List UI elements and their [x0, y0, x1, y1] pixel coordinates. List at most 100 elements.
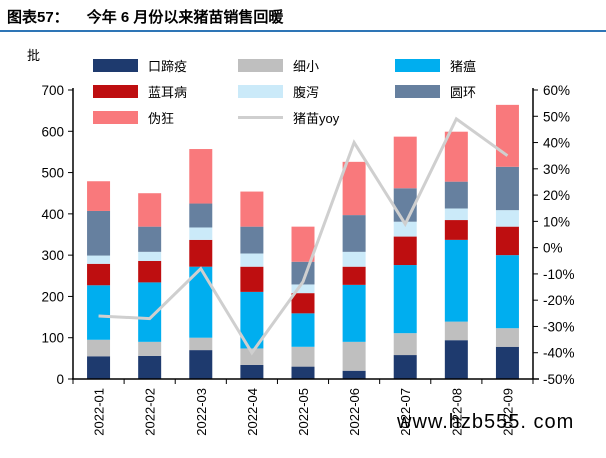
- bar-segment-圆环: [342, 215, 366, 252]
- legend-color-swatch: [93, 110, 138, 124]
- bar-segment-腹泻: [87, 255, 111, 264]
- bar-segment-圆环: [240, 226, 264, 254]
- legend-line-sample: [238, 115, 283, 119]
- yoy-line: [98, 116, 509, 356]
- bar-segment-腹泻: [291, 284, 315, 294]
- bar-segment-细小: [291, 346, 315, 367]
- bar-segment-口蹄疫: [495, 346, 519, 379]
- chart-legend: 口蹄疫 细小 猪瘟蓝耳病 腹泻 圆环伪狂 猪苗yoy: [93, 58, 565, 126]
- bar-segment-口蹄疫: [189, 350, 213, 379]
- right-axis-tick-label: 30%: [543, 162, 570, 177]
- bar-segment-猪瘟: [138, 282, 162, 342]
- bar-segment-腹泻: [444, 208, 468, 221]
- legend-item: 腹泻: [238, 84, 395, 100]
- bar-segment-猪瘟: [291, 313, 315, 347]
- right-axis-tick-label: -40%: [543, 346, 575, 361]
- legend-label: 口蹄疫: [148, 58, 188, 74]
- bar-segment-伪狂: [495, 104, 519, 167]
- right-axis-tick-label: -50%: [543, 372, 575, 387]
- bar-segment-腹泻: [138, 251, 162, 261]
- bar-segment-口蹄疫: [393, 355, 417, 379]
- left-axis-tick-label: 500: [41, 166, 64, 181]
- left-axis-tick-label: 400: [41, 207, 64, 222]
- bar-segment-腹泻: [495, 210, 519, 227]
- legend-label: 细小: [293, 58, 320, 74]
- bar-segment-猪瘟: [342, 284, 366, 342]
- legend-item: 圆环: [395, 84, 565, 100]
- legend-item: 口蹄疫: [93, 58, 238, 74]
- bar-segment-口蹄疫: [240, 364, 264, 379]
- x-axis-label: 2022-06: [347, 388, 362, 436]
- x-axis-label: 2022-02: [143, 388, 158, 436]
- legend-item: 细小: [238, 58, 395, 74]
- figure-header: 图表57： 今年 6 月份以来猪苗销售回暖: [7, 6, 283, 27]
- legend-label: 腹泻: [293, 84, 320, 100]
- bar-segment-口蹄疫: [342, 370, 366, 379]
- bar-segment-伪狂: [87, 181, 111, 211]
- x-axis-label: 2022-09: [500, 388, 515, 436]
- bar-segment-蓝耳病: [138, 260, 162, 283]
- legend-item: 蓝耳病: [93, 84, 238, 100]
- bar-segment-猪瘟: [87, 285, 111, 340]
- bar-segment-腹泻: [342, 251, 366, 267]
- right-axis-tick-label: -10%: [543, 267, 575, 282]
- bar-segment-伪狂: [393, 136, 417, 189]
- bar-segment-蓝耳病: [342, 266, 366, 285]
- bar-segment-伪狂: [138, 193, 162, 227]
- x-axis-label: 2022-07: [398, 388, 413, 436]
- bar-segment-伪狂: [240, 191, 264, 227]
- bar-segment-蓝耳病: [495, 226, 519, 256]
- bar-segment-细小: [138, 341, 162, 356]
- right-axis-tick-label: -20%: [543, 293, 575, 308]
- bar-segment-圆环: [87, 210, 111, 256]
- right-axis-tick-label: 60%: [543, 83, 570, 98]
- bar-segment-猪瘟: [444, 239, 468, 322]
- left-axis-tick-label: 600: [41, 124, 64, 139]
- bar-segment-圆环: [444, 181, 468, 209]
- bar-segment-细小: [342, 341, 366, 371]
- legend-label: 伪狂: [148, 110, 175, 126]
- left-axis-tick-label: 0: [56, 372, 64, 387]
- legend-label: 猪瘟: [450, 58, 477, 74]
- legend-color-swatch: [395, 84, 440, 98]
- legend-item: 伪狂: [93, 110, 238, 126]
- bar-segment-蓝耳病: [87, 263, 111, 286]
- bar-segment-口蹄疫: [87, 356, 111, 379]
- legend-item: 猪瘟: [395, 58, 565, 74]
- bar-segment-蓝耳病: [291, 293, 315, 314]
- bar-segment-蓝耳病: [393, 236, 417, 266]
- figure-number: 图表57：: [7, 9, 69, 26]
- bar-segment-蓝耳病: [240, 266, 264, 292]
- bar-segment-伪狂: [291, 226, 315, 262]
- bar-segment-细小: [87, 339, 111, 357]
- legend-label: 蓝耳病: [148, 84, 188, 100]
- right-axis-tick-label: 10%: [543, 214, 570, 229]
- legend-color-swatch: [93, 84, 138, 98]
- bar-segment-细小: [393, 333, 417, 356]
- bar-segment-腹泻: [189, 227, 213, 240]
- left-axis-tick-label: 300: [41, 248, 64, 263]
- legend-color-swatch: [93, 58, 138, 72]
- bar-segment-口蹄疫: [291, 366, 315, 379]
- legend-color-swatch: [395, 58, 440, 72]
- bar-segment-细小: [189, 337, 213, 351]
- bar-segment-猪瘟: [240, 291, 264, 349]
- legend-label: 圆环: [450, 84, 477, 100]
- left-axis-tick-label: 700: [41, 83, 64, 98]
- x-axis-label: 2022-08: [449, 388, 464, 436]
- bar-segment-圆环: [138, 226, 162, 252]
- legend-color-swatch: [238, 84, 283, 98]
- legend-label: 猪苗yoy: [293, 110, 340, 126]
- right-axis-tick-label: 0%: [543, 241, 563, 256]
- bar-segment-腹泻: [240, 253, 264, 267]
- bar-segment-蓝耳病: [444, 220, 468, 240]
- x-axis-label: 2022-05: [296, 388, 311, 436]
- bar-segment-蓝耳病: [189, 239, 213, 267]
- watermark: www.hzb555. com: [397, 411, 575, 433]
- right-axis-tick-label: 50%: [543, 109, 570, 124]
- x-axis-label: 2022-04: [245, 388, 260, 436]
- left-axis-unit-label: 批: [27, 48, 41, 63]
- bar-segment-猪瘟: [393, 265, 417, 334]
